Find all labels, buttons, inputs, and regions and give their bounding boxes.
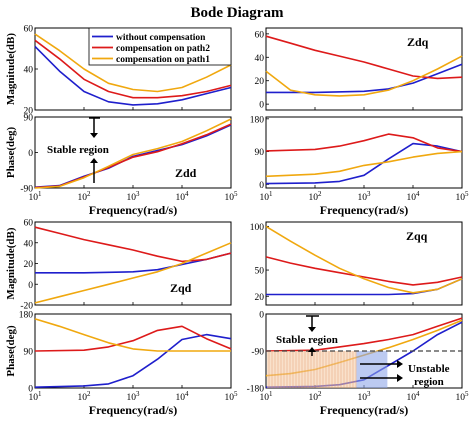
mag-series-yellow-Zqd: [34, 242, 232, 304]
y-tick-label: 0: [28, 149, 33, 159]
x-tick-label: 102: [78, 390, 92, 403]
x-tick-label: 101: [260, 190, 274, 203]
y-tick-label: 20: [255, 77, 265, 87]
y-tick-label: -180: [247, 385, 265, 395]
x-tick-label: 103: [127, 190, 141, 203]
y-tick-label: 0: [28, 281, 33, 291]
stable-region-arrowhead-down: [90, 133, 98, 138]
x-tick-label: 104: [407, 390, 421, 403]
y-tick-label: 60: [24, 219, 34, 229]
phase-axes-frame-Zdq: [265, 116, 463, 189]
x-tick-label: 105: [456, 190, 470, 203]
phase-axis-label: Phase(deg): [5, 325, 17, 377]
y-tick-label: 20: [24, 107, 34, 117]
phase-series-yellow-Zqd: [34, 318, 231, 352]
mag-series-red-Zqq: [265, 256, 463, 286]
x-tick-label: 105: [225, 190, 239, 203]
frequency-axis-label: Frequency(rad/s): [89, 403, 177, 417]
subplot-name-Zdd: Zdd: [175, 166, 197, 180]
mag-series-red-Zqd: [34, 226, 232, 263]
unstable-label-line2: region: [414, 376, 444, 388]
phase-axis-label: Phase(deg): [5, 127, 17, 179]
unstable-arrowhead-a: [397, 360, 403, 368]
x-tick-label: 103: [127, 390, 141, 403]
y-tick-label: 180: [19, 311, 34, 321]
y-tick-label: -90: [20, 185, 33, 195]
y-tick-label: 0: [259, 311, 264, 321]
phase-series-red-Zqd: [34, 325, 232, 352]
phase-series-red-Zdq: [265, 133, 463, 153]
mag-series-yellow-Zqq: [265, 225, 463, 294]
zqq-stable-arrowhead-up: [308, 347, 316, 352]
x-tick-label: 103: [358, 390, 372, 403]
phase-series-yellow-Zdq: [265, 150, 463, 178]
subplot-name-Zdq: Zdq: [407, 35, 429, 49]
unstable-arrowhead-b: [397, 374, 403, 382]
frequency-axis-label: Frequency(rad/s): [320, 403, 408, 417]
y-tick-label: 60: [255, 30, 265, 40]
y-tick-label: -20: [20, 302, 33, 312]
mag-series-red-Zdd: [34, 39, 232, 99]
unstable-label-line1: Unstable: [408, 363, 450, 375]
x-tick-label: 105: [225, 390, 239, 403]
frequency-axis-label: Frequency(rad/s): [320, 203, 408, 217]
y-tick-label: 50: [255, 267, 265, 277]
y-tick-label: 0: [259, 101, 264, 111]
x-tick-label: 104: [176, 190, 190, 203]
unstable-region-shading: [267, 351, 357, 388]
stable-region-label-bottom: Stable region: [276, 334, 338, 346]
y-tick-label: 20: [24, 260, 34, 270]
phase-axes-frame-Zdd: [34, 116, 232, 189]
mag-series-yellow-Zdq: [265, 55, 463, 97]
stable-region-label-top: Stable region: [47, 144, 109, 156]
y-tick-label: 40: [24, 239, 34, 249]
x-tick-label: 102: [78, 190, 92, 203]
x-tick-label: 103: [358, 190, 372, 203]
y-tick-label: 90: [24, 114, 34, 124]
mag-series-blue-Zdq: [266, 63, 463, 94]
mag-series-blue-Zdd: [34, 45, 232, 106]
y-tick-label: 90: [255, 148, 265, 158]
y-tick-label: 90: [24, 348, 34, 358]
frequency-axis-label: Frequency(rad/s): [89, 203, 177, 217]
y-tick-label: 20: [255, 293, 265, 303]
mag-series-red-Zdq: [265, 35, 463, 80]
chart-title: Bode Diagram: [191, 5, 284, 21]
phase-series-red-Zqq: [265, 317, 463, 352]
y-tick-label: -90: [251, 348, 264, 358]
x-tick-label: 102: [309, 390, 323, 403]
x-tick-label: 102: [309, 190, 323, 203]
legend-entry: without compensation: [116, 33, 206, 43]
phase-series-yellow-Zdd: [34, 118, 232, 189]
y-tick-label: 60: [24, 25, 34, 35]
zqq-stable-arrowhead-down: [308, 327, 316, 332]
y-tick-label: 100: [250, 223, 265, 233]
legend-entry: compensation on path2: [116, 44, 210, 54]
unstable-region-overlap-shading: [356, 351, 388, 388]
y-tick-label: 40: [24, 66, 34, 76]
magnitude-axis-label: Magnitude(dB): [5, 227, 17, 299]
x-tick-label: 104: [176, 390, 190, 403]
subplot-name-Zqq: Zqq: [406, 229, 428, 243]
y-tick-label: 0: [259, 181, 264, 191]
legend-entry: compensation on path1: [116, 55, 210, 65]
y-tick-label: 40: [255, 54, 265, 64]
x-tick-label: 105: [456, 390, 470, 403]
y-tick-label: 0: [28, 385, 33, 395]
subplot-name-Zqd: Zqd: [170, 281, 192, 295]
mag-series-yellow-Zdd: [34, 33, 232, 93]
magnitude-axis-label: Magnitude(dB): [5, 33, 17, 105]
phase-series-blue-Zqd: [34, 333, 232, 388]
mag-axes-frame-Zdq: [265, 27, 463, 111]
x-tick-label: 104: [407, 190, 421, 203]
stable-region-arrowhead-up: [90, 158, 98, 163]
y-tick-label: 180: [250, 115, 265, 125]
